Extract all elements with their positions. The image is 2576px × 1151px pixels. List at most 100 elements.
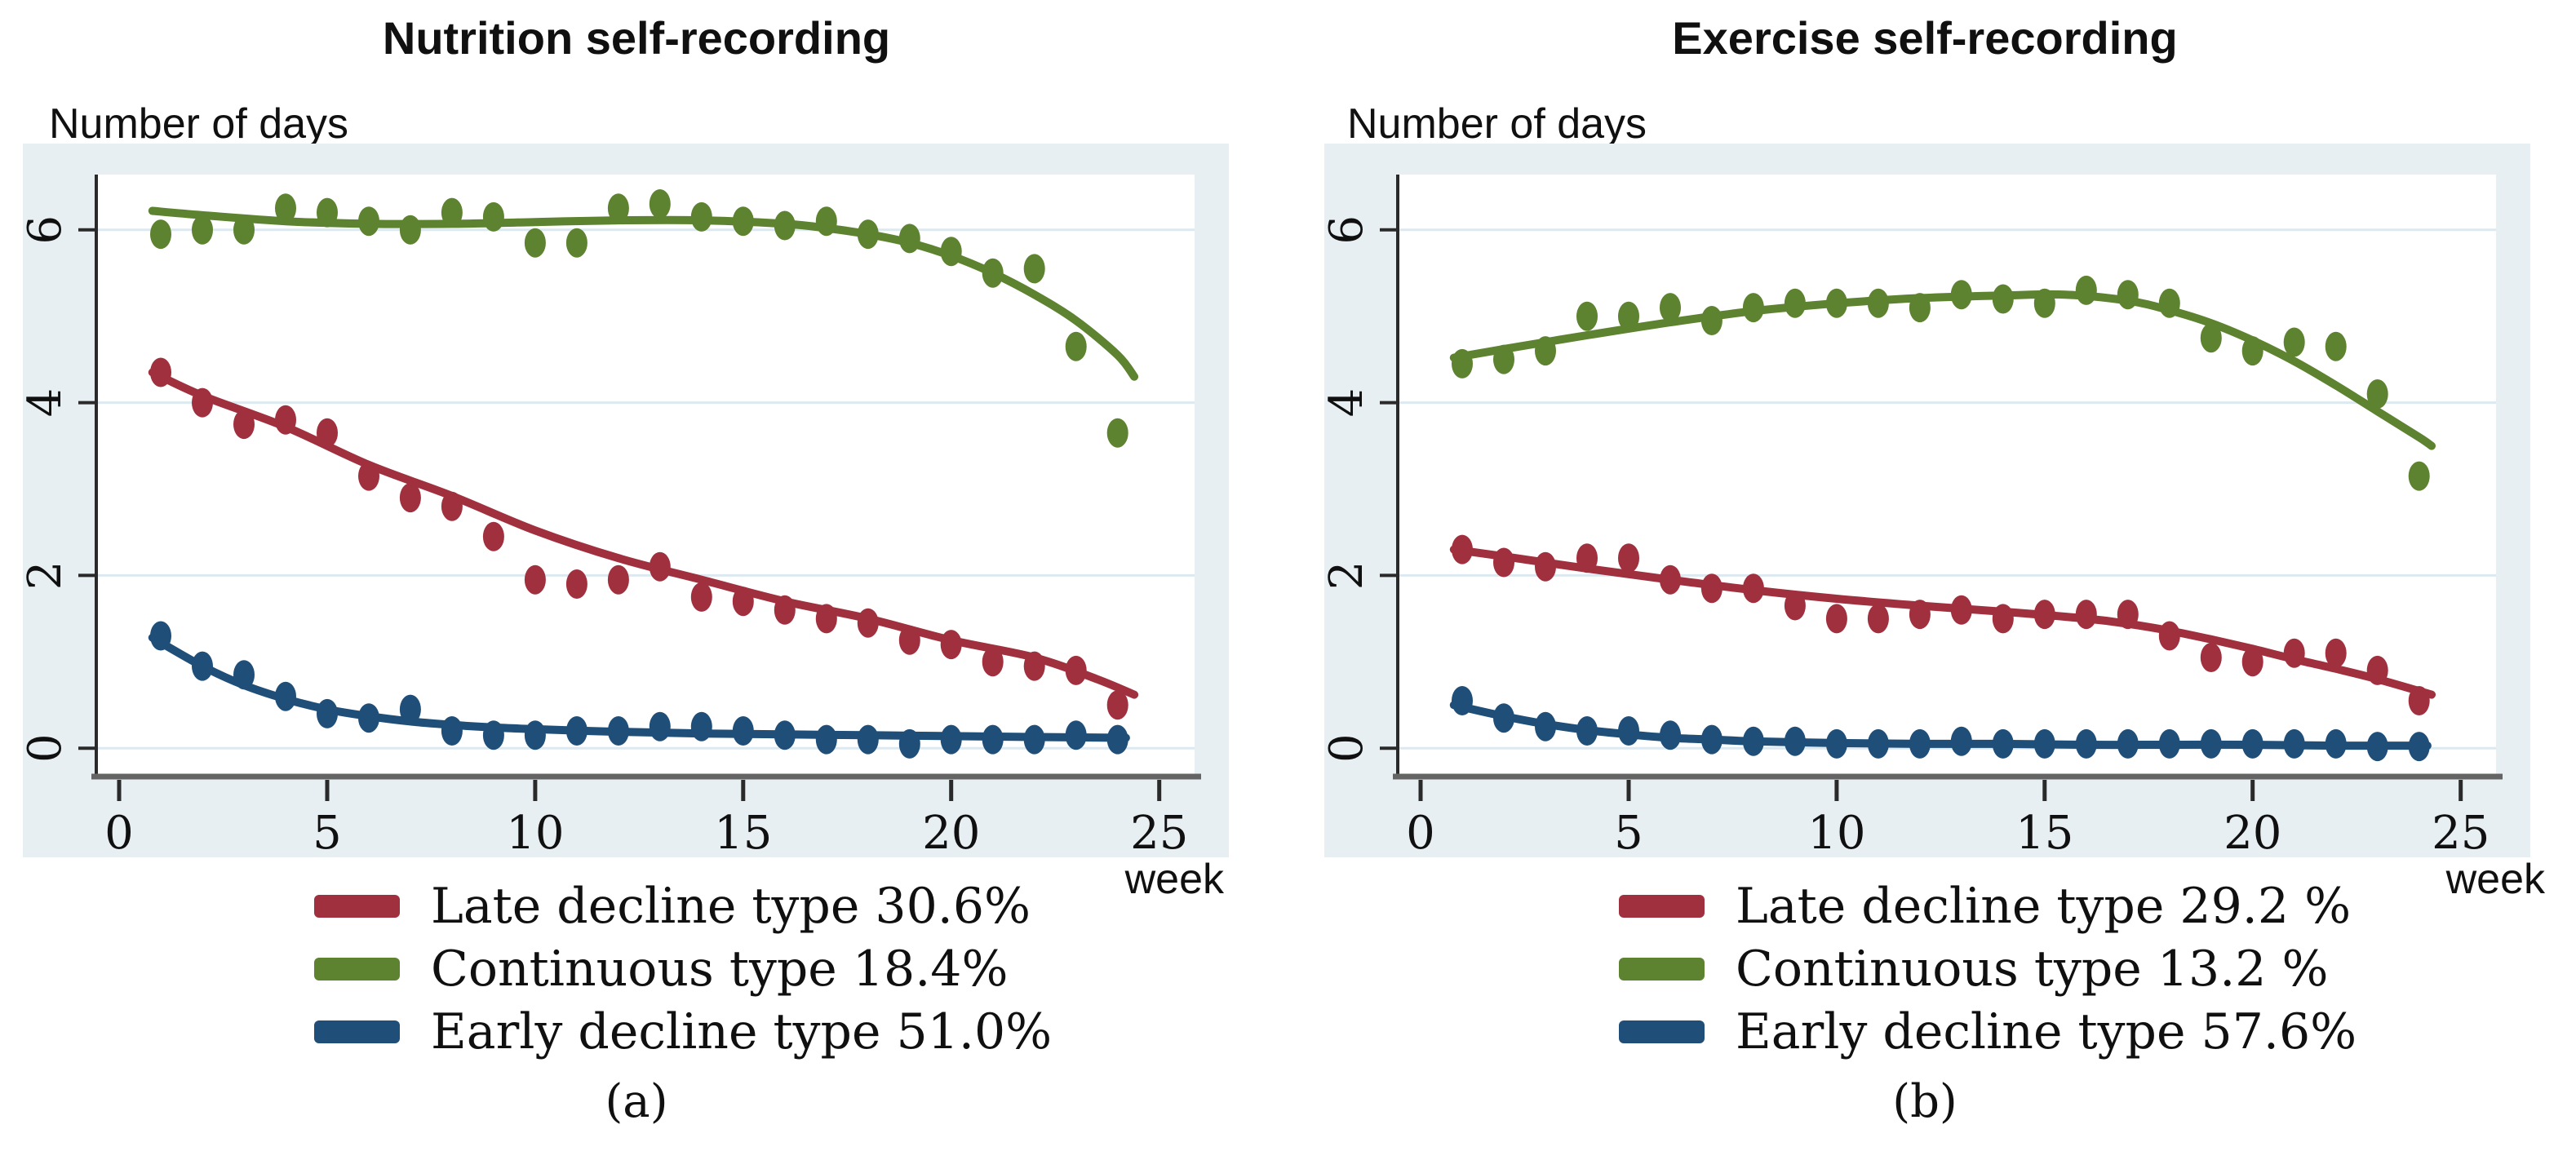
scatter-point	[1065, 331, 1087, 361]
scatter-point	[1950, 726, 1972, 756]
scatter-point	[607, 193, 629, 224]
scatter-point	[150, 219, 171, 250]
scatter-point	[1992, 284, 2014, 314]
trend-line	[148, 206, 1139, 381]
y-tick-label: 6	[1324, 215, 1373, 245]
panel-title: Exercise self-recording	[1672, 12, 2178, 64]
scatter-point	[317, 698, 338, 728]
scatter-point	[2075, 728, 2097, 759]
scatter-point	[607, 564, 629, 595]
scatter-point	[1106, 418, 1128, 448]
scatter-point	[607, 716, 629, 746]
scatter-point	[482, 521, 504, 551]
scatter-point	[2158, 728, 2180, 759]
scatter-point	[1535, 551, 1556, 582]
panel-caption: (a)	[605, 1075, 668, 1128]
scatter-point	[2200, 643, 2222, 672]
scatter-point	[441, 716, 463, 746]
legend-item: Late decline type 30.6%	[314, 874, 1052, 937]
plot-area	[96, 175, 1195, 774]
scatter-point	[732, 206, 754, 237]
scatter-point	[2325, 638, 2347, 668]
scatter-point	[898, 625, 920, 655]
scatter-point	[1660, 293, 1681, 323]
scatter-point	[524, 720, 546, 750]
y-tick-label: 2	[1324, 561, 1373, 591]
scatter-point	[732, 587, 754, 617]
panel-exercise: Exercise self-recording Number of days 0…	[1288, 0, 2576, 1151]
scatter-point	[2200, 323, 2222, 353]
y-tick-label: 2	[23, 561, 72, 591]
legend-item: Continuous type 18.4%	[314, 937, 1052, 1000]
legend-label: Continuous type 18.4%	[431, 940, 1009, 998]
scatter-point	[482, 201, 504, 232]
legend-swatch-late-decline	[1619, 894, 1705, 918]
scatter-point	[1660, 720, 1681, 750]
scatter-point	[2241, 647, 2263, 677]
scatter-point	[1700, 573, 1723, 604]
scatter-point	[2241, 728, 2263, 759]
scatter-point	[192, 215, 213, 245]
scatter-point	[898, 224, 920, 254]
scatter-point	[2408, 461, 2430, 491]
legend-swatch-late-decline	[314, 894, 400, 918]
scatter-point	[1992, 604, 2014, 634]
y-axis-title: Number of days	[1347, 100, 1647, 148]
scatter-point	[565, 228, 587, 258]
scatter-point	[1825, 728, 1847, 759]
scatter-point	[2325, 728, 2347, 759]
scatter-point	[1742, 726, 1764, 756]
scatter-point	[192, 651, 213, 681]
scatter-point	[2283, 638, 2305, 668]
scatter-point	[940, 630, 962, 660]
scatter-point	[2408, 686, 2430, 715]
scatter-point	[1493, 344, 1514, 374]
scatter-point	[1493, 547, 1514, 578]
scatter-point	[857, 219, 879, 250]
scatter-point	[2033, 600, 2055, 630]
scatter-point	[399, 694, 421, 724]
scatter-point	[1023, 254, 1045, 284]
scatter-point	[2117, 280, 2139, 310]
scatter-point	[1867, 604, 1889, 634]
legend-swatch-early-decline	[314, 1020, 400, 1043]
scatter-point	[1452, 686, 1473, 715]
scatter-point	[2366, 655, 2388, 685]
scatter-point	[2200, 728, 2222, 759]
x-tick-label: 15	[2015, 807, 2073, 857]
y-tick-label: 6	[23, 215, 72, 245]
scatter-point	[1784, 726, 1806, 756]
nutrition-chart: 0 2 4 6 0 5 10 15 20 25	[23, 144, 1229, 857]
scatter-point	[1023, 651, 1045, 681]
legend-label: Late decline type 30.6%	[431, 877, 1031, 935]
scatter-point	[940, 724, 962, 755]
scatter-point	[1576, 716, 1598, 746]
scatter-point	[1660, 564, 1681, 595]
scatter-point	[2325, 331, 2347, 361]
scatter-point	[774, 595, 796, 625]
scatter-point	[1742, 573, 1764, 604]
scatter-point	[1700, 724, 1723, 755]
scatter-point	[1618, 716, 1639, 746]
scatter-point	[399, 215, 421, 245]
scatter-point	[233, 660, 255, 690]
scatter-point	[2366, 379, 2388, 409]
scatter-point	[441, 197, 463, 228]
legend-swatch-continuous	[1619, 957, 1705, 981]
scatter-point	[2117, 728, 2139, 759]
scatter-point	[940, 237, 962, 267]
panel-caption: (b)	[1892, 1075, 1957, 1128]
scatter-point	[1065, 720, 1087, 750]
scatter-point	[2158, 621, 2180, 651]
legend: Late decline type 30.6% Continuous type …	[314, 874, 1052, 1063]
scatter-point	[1452, 534, 1473, 564]
exercise-chart: 0 2 4 6 0 5 10 15 20 25	[1324, 144, 2530, 857]
y-tick-label: 4	[23, 388, 72, 418]
scatter-point	[565, 569, 587, 599]
scatter-point	[898, 728, 920, 759]
scatter-point	[690, 711, 712, 742]
scatter-point	[1867, 288, 1889, 318]
scatter-point	[982, 647, 1004, 677]
scatter-point	[1618, 543, 1639, 573]
